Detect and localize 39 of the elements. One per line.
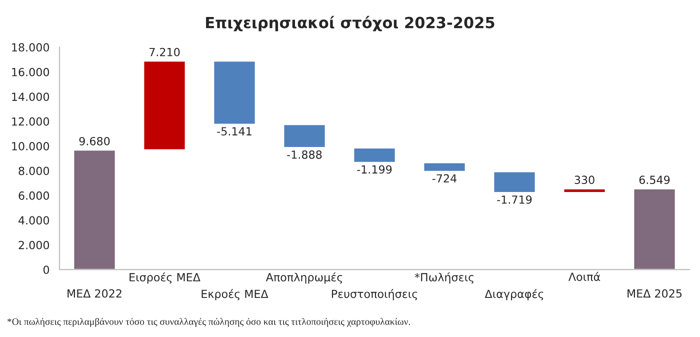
data-label: 7.210 [150, 48, 180, 56]
bar [352, 147, 396, 164]
y-tick-label: 4.000 [18, 216, 50, 225]
data-label: 6.549 [639, 176, 670, 184]
bar [562, 188, 606, 194]
x-tick-label: Διαγραφές [484, 289, 544, 300]
text: *Οι πωλήσεις περιλαμβάνουν τόσο τις συναλλαγές πώλησης όσο και τις τιτλοποιήσεις χαρτοφυλακίων. [7, 318, 410, 327]
x-tick-label: Ρευστοποιήσεις [332, 289, 418, 300]
y-tick-label: 0 [43, 266, 50, 274]
y-tick-label: 18.000 [12, 43, 50, 52]
x-tick-label: ΜΕΔ 2025 [628, 289, 682, 298]
chart-title: Επιχειρησιακοί στόχοι 2023-2025 [206, 16, 494, 32]
y-tick-label: 10.000 [12, 142, 50, 150]
y-tick-label: 14.000 [12, 92, 50, 101]
data-label: -1.199 [357, 165, 392, 174]
bar [492, 170, 536, 194]
y-tick-label: 2.000 [18, 240, 50, 250]
x-tick-label: *Πωλήσεις [414, 272, 474, 284]
bar [632, 188, 676, 270]
bar [212, 60, 256, 126]
data-label: 330 [574, 176, 594, 184]
x-tick-label: ΜΕΔ 2022 [68, 289, 122, 298]
bar [422, 162, 466, 172]
data-label: -724 [432, 174, 456, 182]
bar [72, 149, 116, 270]
x-tick-label: Εκροές ΜΕΔ [202, 289, 268, 300]
x-tick-label: Αποπληρωμές [266, 272, 342, 284]
data-label: -1.719 [497, 195, 532, 204]
data-label: 9.680 [79, 136, 110, 146]
y-tick-label: 6.000 [18, 191, 50, 200]
y-tick-label: 8.000 [18, 166, 50, 176]
bar [142, 60, 186, 151]
x-tick-label: Εισροές ΜΕΔ [130, 272, 200, 284]
x-tick-label: Λοιπά [568, 272, 600, 282]
y-tick-label: 12.000 [12, 117, 50, 126]
bar [282, 124, 326, 148]
data-label: -1.888 [287, 150, 322, 159]
data-label: -5.141 [217, 127, 252, 136]
y-tick-label: 16.000 [12, 68, 50, 76]
